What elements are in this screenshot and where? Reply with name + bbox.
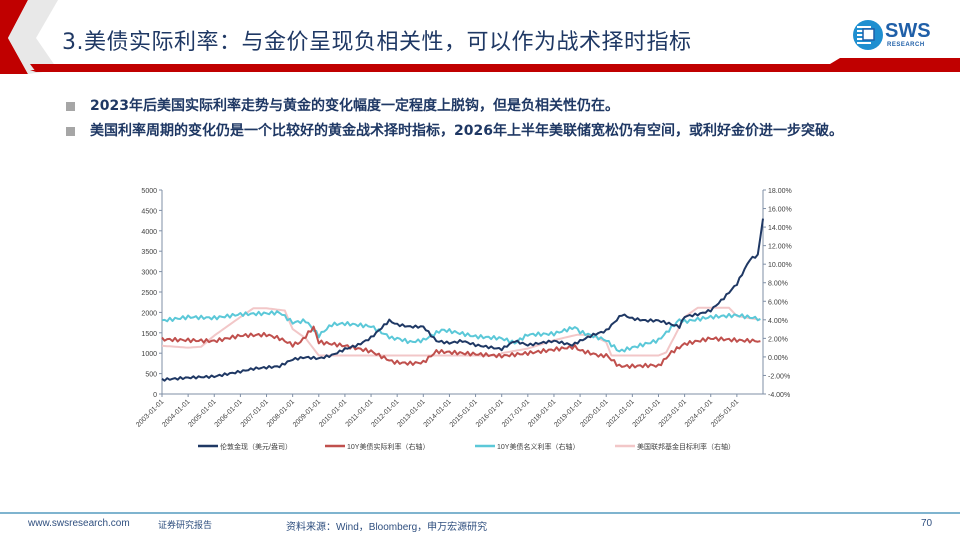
gold-vs-rates-chart: 0 500 1000 1500 2000 2500 3000 3500 4000 4500 5000… bbox=[120, 180, 820, 460]
series-line bbox=[161, 306, 761, 357]
right-tick-label: 14.00% bbox=[768, 225, 792, 232]
bullet-text: 2023年后美国实际利率走势与黄金的变化幅度一定程度上脱钩，但是负相关性仍在。 bbox=[90, 98, 619, 114]
right-tick-label: 8.00% bbox=[768, 281, 788, 288]
header-decoration bbox=[0, 0, 960, 74]
legend-label: 10Y美债实际利率（右轴） bbox=[347, 442, 429, 451]
left-tick-label: 500 bbox=[145, 372, 157, 379]
left-tick-label: 1000 bbox=[141, 351, 157, 358]
left-tick-label: 4500 bbox=[141, 208, 157, 215]
bullet-list: 2023年后美国实际利率走势与黄金的变化幅度一定程度上脱钩，但是负相关性仍在。 … bbox=[66, 95, 946, 145]
right-tick-label: 6.00% bbox=[768, 299, 788, 306]
left-tick-label: 4000 bbox=[141, 229, 157, 236]
x-tick-label: 2010-01-01 bbox=[318, 398, 348, 428]
left-tick-label: 3000 bbox=[141, 270, 157, 277]
bullet-text: 美国利率周期的变化仍是一个比较好的黄金战术择时指标，2026年上半年美联储宽松仍… bbox=[90, 123, 843, 139]
legend-label: 美国联邦基金目标利率（右轴） bbox=[637, 442, 735, 451]
footer-divider bbox=[0, 512, 960, 514]
right-tick-label: -4.00% bbox=[768, 392, 790, 399]
right-tick-label: 2.00% bbox=[768, 336, 788, 343]
right-tick-label: 16.00% bbox=[768, 207, 792, 214]
series-line bbox=[161, 310, 761, 353]
left-tick-label: 2000 bbox=[141, 310, 157, 317]
page-number: 70 bbox=[921, 518, 933, 529]
bullet-square-icon bbox=[66, 127, 75, 136]
logo-text: SWS bbox=[885, 20, 931, 42]
x-tick-label: 2025-01-01 bbox=[710, 398, 740, 428]
right-tick-label: 10.00% bbox=[768, 262, 792, 269]
footer-report-type: 证券研究报告 bbox=[158, 520, 213, 530]
right-tick-label: 18.00% bbox=[768, 188, 792, 195]
legend-label: 伦敦金现（美元/盎司） bbox=[220, 442, 292, 451]
logo-subtext: RESEARCH bbox=[887, 42, 925, 48]
right-tick-label: 0.00% bbox=[768, 355, 788, 362]
sws-logo: SWS RESEARCH bbox=[853, 18, 943, 54]
page-title: 3.美债实际利率：与金价呈现负相关性，可以作为战术择时指标 bbox=[62, 30, 692, 55]
bullet-square-icon bbox=[66, 102, 75, 111]
footer-website[interactable]: www.swsresearch.com bbox=[28, 518, 130, 529]
slide-header: 3.美债实际利率：与金价呈现负相关性，可以作为战术择时指标 SWS RESEAR… bbox=[0, 0, 960, 74]
right-tick-label: -2.00% bbox=[768, 373, 790, 380]
left-tick-label: 5000 bbox=[141, 188, 157, 195]
series-line bbox=[161, 325, 761, 369]
footer-source: 资料来源：Wind，Bloomberg，申万宏源研究 bbox=[286, 522, 488, 533]
left-tick-label: 3500 bbox=[141, 249, 157, 256]
left-tick-label: 2500 bbox=[141, 290, 157, 297]
series-line bbox=[161, 218, 764, 382]
right-tick-label: 12.00% bbox=[768, 244, 792, 251]
bullet-item: 2023年后美国实际利率走势与黄金的变化幅度一定程度上脱钩，但是负相关性仍在。 bbox=[66, 95, 946, 118]
line-chart: 0 500 1000 1500 2000 2500 3000 3500 4000 4500 5000… bbox=[135, 188, 792, 451]
left-tick-label: 1500 bbox=[141, 331, 157, 338]
legend-label: 10Y美债名义利率（右轴） bbox=[497, 442, 579, 451]
left-tick-label: 0 bbox=[153, 392, 157, 399]
right-tick-label: 4.00% bbox=[768, 318, 788, 325]
bullet-item: 美国利率周期的变化仍是一个比较好的黄金战术择时指标，2026年上半年美联储宽松仍… bbox=[66, 120, 946, 143]
logo-icon bbox=[853, 20, 883, 50]
